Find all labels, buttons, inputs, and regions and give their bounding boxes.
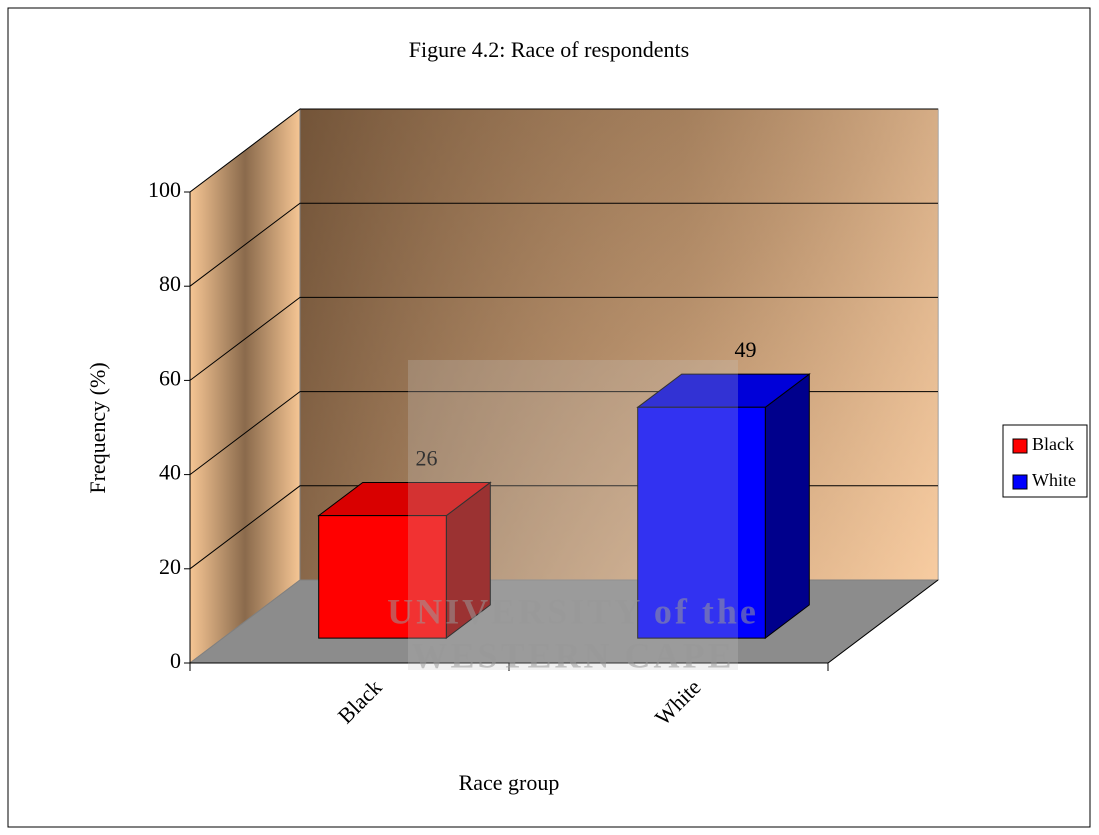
bar [317,481,492,640]
bar-side [764,373,810,640]
watermark-text: UNIVERSITY of the [387,591,759,631]
side-wall [189,107,301,665]
legend: Black White [1002,424,1088,498]
chart-title: Figure 4.2: Race of respondents [409,37,689,62]
bar [636,373,811,640]
y-tick-label: 0 [170,648,181,673]
watermark-text: WESTERN CAPE [411,635,734,675]
legend-label: White [1032,470,1076,490]
x-axis-label: Race group [459,770,560,795]
y-axis-label: Frequency (%) [85,362,110,493]
y-tick-label: 80 [159,271,181,296]
legend-label: Black [1032,434,1074,454]
bar-front [318,515,447,639]
y-tick-label: 40 [159,460,181,485]
legend-swatch [1012,438,1028,454]
grid-line [189,108,938,193]
y-tick-label: 100 [148,177,181,202]
grid-line [189,296,938,381]
grid-line [189,202,938,287]
y-tick-label: 60 [159,365,181,390]
floor-edge [827,579,939,664]
watermark-box [408,360,738,670]
y-tick-label: 20 [159,554,181,579]
value-label: 49 [735,337,757,362]
bar-front [637,406,766,639]
legend-swatch [1012,474,1028,490]
value-label: 26 [416,445,438,470]
